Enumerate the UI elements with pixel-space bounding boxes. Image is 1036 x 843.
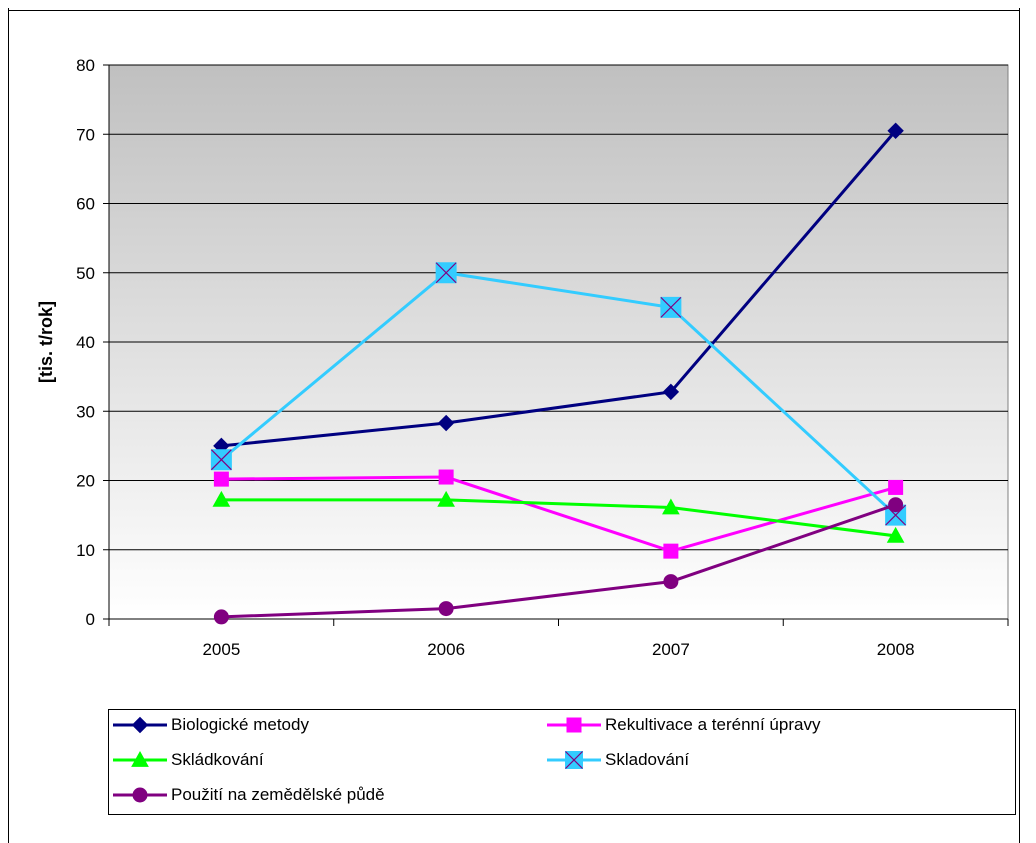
data-point [213, 471, 229, 487]
legend-symbol [113, 787, 167, 803]
data-point [663, 543, 679, 559]
legend-item: Skládkování [111, 749, 264, 771]
data-point-cross [210, 449, 232, 471]
y-tick-label: 50 [76, 264, 95, 283]
data-point [662, 383, 680, 401]
data-point-cross [565, 751, 583, 769]
series-line [221, 475, 897, 553]
data-point [566, 717, 582, 733]
data-point [886, 526, 905, 543]
chart-top-border [8, 10, 1020, 11]
y-tick-label: 20 [76, 472, 95, 491]
data-point [438, 601, 454, 617]
y-tick-label: 30 [76, 402, 95, 421]
series-line [221, 498, 896, 538]
y-tick-label: 40 [76, 333, 95, 352]
series-5 [213, 497, 904, 625]
series-1 [213, 122, 904, 455]
data-point [438, 469, 454, 485]
y-axis-label: [tis. t/rok] [36, 301, 56, 383]
y-tick-label: 60 [76, 195, 95, 214]
data-point [212, 490, 231, 507]
series-line [221, 503, 897, 619]
data-point [213, 609, 229, 625]
data-point [662, 498, 680, 515]
x-tick-label: 2008 [877, 640, 915, 659]
data-point [131, 716, 149, 734]
data-point [888, 479, 904, 495]
data-point-cross [435, 262, 457, 284]
y-tick-label: 70 [76, 125, 95, 144]
x-tick-label: 2007 [652, 640, 690, 659]
legend-item: Skladování [545, 749, 689, 771]
data-point [437, 490, 455, 507]
series-3 [212, 490, 905, 543]
data-point [131, 750, 149, 767]
data-point [887, 122, 904, 139]
legend-symbol [547, 717, 601, 733]
legend-symbol [547, 751, 601, 769]
data-point [210, 449, 232, 471]
legend: Biologické metody Rekultivace a terénní ú… [108, 709, 1016, 815]
legend-label: Rekultivace a terénní úpravy [605, 715, 821, 734]
data-point [435, 262, 457, 284]
x-tick-label: 2005 [202, 640, 240, 659]
data-point [663, 574, 679, 590]
legend-symbol [113, 716, 167, 734]
chart-frame [8, 8, 1020, 843]
legend-item: Biologické metody [111, 714, 309, 736]
legend-item: Rekultivace a terénní úpravy [545, 714, 820, 736]
chart-plot: 0 10 20 30 40 50 60 70 80 2005 2006 2007 2008 [tis. … [36, 56, 1009, 659]
y-tick-label: 10 [76, 541, 95, 560]
legend-item: Použití na zemědělské půdě [111, 784, 385, 806]
legend-label: Skladování [605, 750, 690, 769]
y-tick-label: 0 [86, 610, 95, 629]
data-point-cross [660, 296, 682, 318]
data-point [888, 497, 904, 513]
legend-label: Skládkování [171, 750, 264, 769]
x-tick-label: 2006 [427, 640, 465, 659]
legend-label: Použití na zemědělské půdě [171, 785, 385, 804]
legend-label: Biologické metody [171, 715, 309, 734]
data-point [565, 751, 583, 769]
legend-symbol [113, 750, 167, 767]
data-point [437, 414, 455, 432]
y-tick-label: 80 [76, 56, 95, 75]
series-line [220, 271, 897, 517]
series-2 [213, 469, 904, 559]
data-point-cross [885, 504, 907, 526]
series-line [221, 129, 897, 448]
data-point [660, 296, 682, 318]
data-point [132, 787, 148, 803]
